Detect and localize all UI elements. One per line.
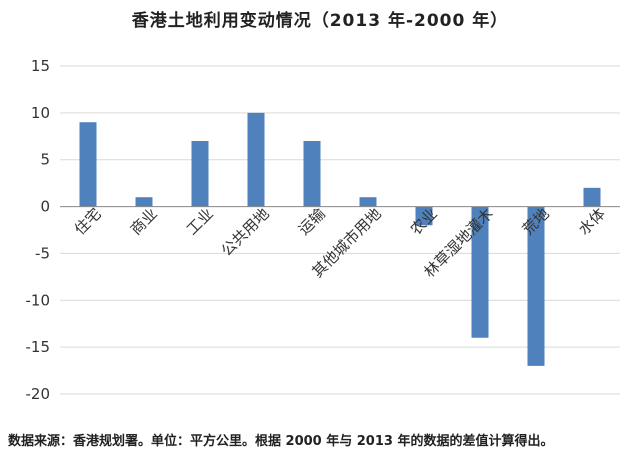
y-tick-label: 5 — [40, 151, 50, 169]
category-label: 荒地 — [519, 205, 553, 239]
category-label: 工业 — [183, 205, 217, 239]
bar — [471, 206, 489, 338]
bar — [135, 197, 153, 207]
bar — [415, 206, 433, 226]
category-label: 农业 — [407, 205, 441, 239]
bar — [359, 197, 377, 207]
y-tick-label: -15 — [26, 338, 51, 356]
bar — [303, 140, 321, 207]
bar — [191, 140, 209, 207]
y-tick-label: 10 — [31, 104, 50, 122]
y-tick-label: -5 — [35, 244, 50, 262]
bar — [583, 187, 601, 207]
bar — [247, 112, 265, 207]
category-label: 住宅 — [71, 205, 105, 239]
category-label: 商业 — [127, 205, 161, 239]
category-label: 公共用地 — [218, 205, 273, 260]
bar — [527, 206, 545, 366]
bar — [79, 122, 97, 207]
category-label: 水体 — [575, 205, 609, 239]
y-tick-labels: -20 -15 -10 -5 0 5 10 15 — [26, 57, 51, 403]
bars — [79, 112, 601, 366]
source-note: 数据来源：香港规划署。单位：平方公里。根据 2000 年与 2013 年的数据的… — [8, 434, 554, 449]
y-tick-label: -20 — [26, 385, 51, 403]
y-tick-label: 0 — [40, 198, 50, 216]
y-tick-label: -10 — [26, 291, 51, 309]
y-tick-label: 15 — [31, 57, 50, 75]
chart-title: 香港土地利用变动情况（2013 年-2000 年） — [131, 11, 509, 31]
category-label: 运输 — [295, 205, 329, 239]
